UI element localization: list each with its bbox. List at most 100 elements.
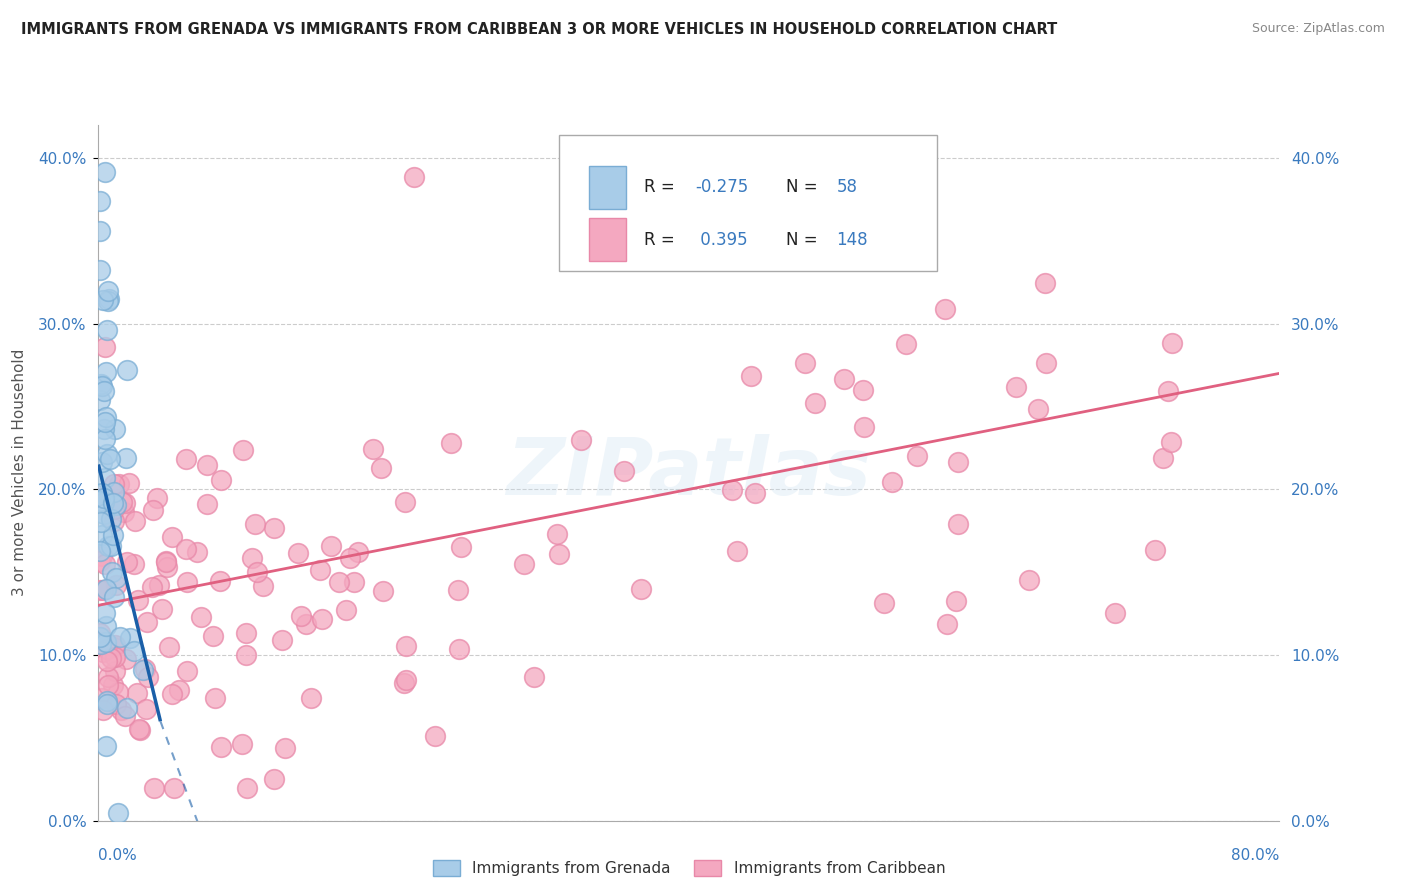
Point — [104, 639, 127, 653]
Point — [945, 594, 967, 608]
Point — [160, 687, 183, 701]
Point — [740, 368, 762, 383]
Point — [89, 392, 111, 407]
Point — [523, 670, 546, 684]
Point — [94, 635, 117, 649]
Point — [287, 545, 309, 559]
Point — [97, 670, 120, 684]
Point — [392, 675, 415, 690]
Point — [125, 686, 148, 700]
Point — [103, 514, 125, 528]
Point — [118, 631, 141, 645]
Point — [129, 723, 152, 738]
Point — [103, 485, 125, 500]
Point — [156, 560, 179, 574]
Point — [100, 512, 122, 526]
Point — [263, 520, 285, 534]
Point — [94, 606, 117, 620]
Point — [89, 630, 111, 644]
Point — [90, 455, 112, 469]
Point — [174, 542, 197, 557]
Point — [104, 697, 127, 711]
Point — [155, 554, 177, 568]
Point — [89, 634, 111, 648]
Point — [89, 491, 111, 505]
Point — [96, 447, 118, 461]
Point — [174, 452, 197, 467]
Point — [107, 685, 129, 699]
Point — [122, 644, 145, 658]
Point — [94, 432, 117, 446]
Point — [93, 165, 115, 179]
Point — [148, 577, 170, 591]
Point — [89, 262, 111, 277]
Point — [873, 596, 896, 610]
Point — [89, 194, 111, 209]
Point — [169, 682, 191, 697]
Point — [195, 497, 218, 511]
Point — [882, 475, 904, 490]
Point — [114, 496, 136, 510]
Text: IMMIGRANTS FROM GRENADA VS IMMIGRANTS FROM CARIBBEAN 3 OR MORE VEHICLES IN HOUSE: IMMIGRANTS FROM GRENADA VS IMMIGRANTS FR… — [21, 22, 1057, 37]
FancyBboxPatch shape — [560, 136, 936, 271]
Point — [132, 663, 155, 677]
Point — [97, 678, 120, 692]
Point — [240, 551, 263, 566]
Point — [319, 539, 342, 553]
Point — [91, 645, 114, 659]
Legend: Immigrants from Grenada, Immigrants from Caribbean: Immigrants from Grenada, Immigrants from… — [426, 855, 952, 882]
Point — [299, 690, 322, 705]
Point — [104, 665, 127, 679]
Point — [91, 549, 114, 563]
Point — [446, 583, 468, 598]
Point — [328, 575, 350, 590]
Point — [96, 697, 118, 711]
Point — [100, 539, 122, 553]
Point — [894, 337, 917, 351]
Point — [155, 555, 177, 569]
Point — [89, 543, 111, 558]
Point — [946, 517, 969, 532]
Point — [115, 700, 138, 714]
Point — [89, 554, 111, 568]
Point — [94, 558, 117, 572]
Point — [439, 436, 461, 450]
Point — [100, 650, 122, 665]
Point — [93, 495, 115, 509]
Point — [186, 545, 208, 559]
Point — [104, 578, 127, 592]
Point — [1160, 435, 1182, 450]
Point — [110, 703, 132, 717]
Point — [1018, 573, 1040, 587]
Point — [547, 547, 569, 561]
Point — [450, 540, 472, 554]
Point — [96, 693, 118, 707]
Text: 58: 58 — [837, 178, 858, 196]
Point — [93, 422, 115, 436]
Point — [127, 593, 149, 607]
Point — [1160, 336, 1182, 351]
Y-axis label: 3 or more Vehicles in Household: 3 or more Vehicles in Household — [13, 349, 27, 597]
Point — [1156, 384, 1178, 398]
Point — [361, 442, 384, 456]
Point — [91, 379, 114, 393]
Point — [804, 395, 827, 409]
Point — [98, 451, 121, 466]
Point — [115, 363, 138, 377]
Point — [546, 527, 568, 541]
Point — [115, 451, 138, 466]
Point — [103, 640, 125, 654]
Point — [202, 629, 225, 643]
Point — [98, 292, 121, 306]
Text: R =: R = — [644, 231, 681, 249]
Point — [91, 486, 114, 500]
Point — [141, 580, 163, 594]
Point — [128, 722, 150, 736]
Point — [104, 422, 127, 436]
Point — [853, 420, 876, 434]
Point — [449, 642, 471, 657]
Point — [103, 501, 125, 516]
Text: N =: N = — [786, 231, 823, 249]
Point — [370, 460, 392, 475]
Point — [395, 639, 418, 653]
